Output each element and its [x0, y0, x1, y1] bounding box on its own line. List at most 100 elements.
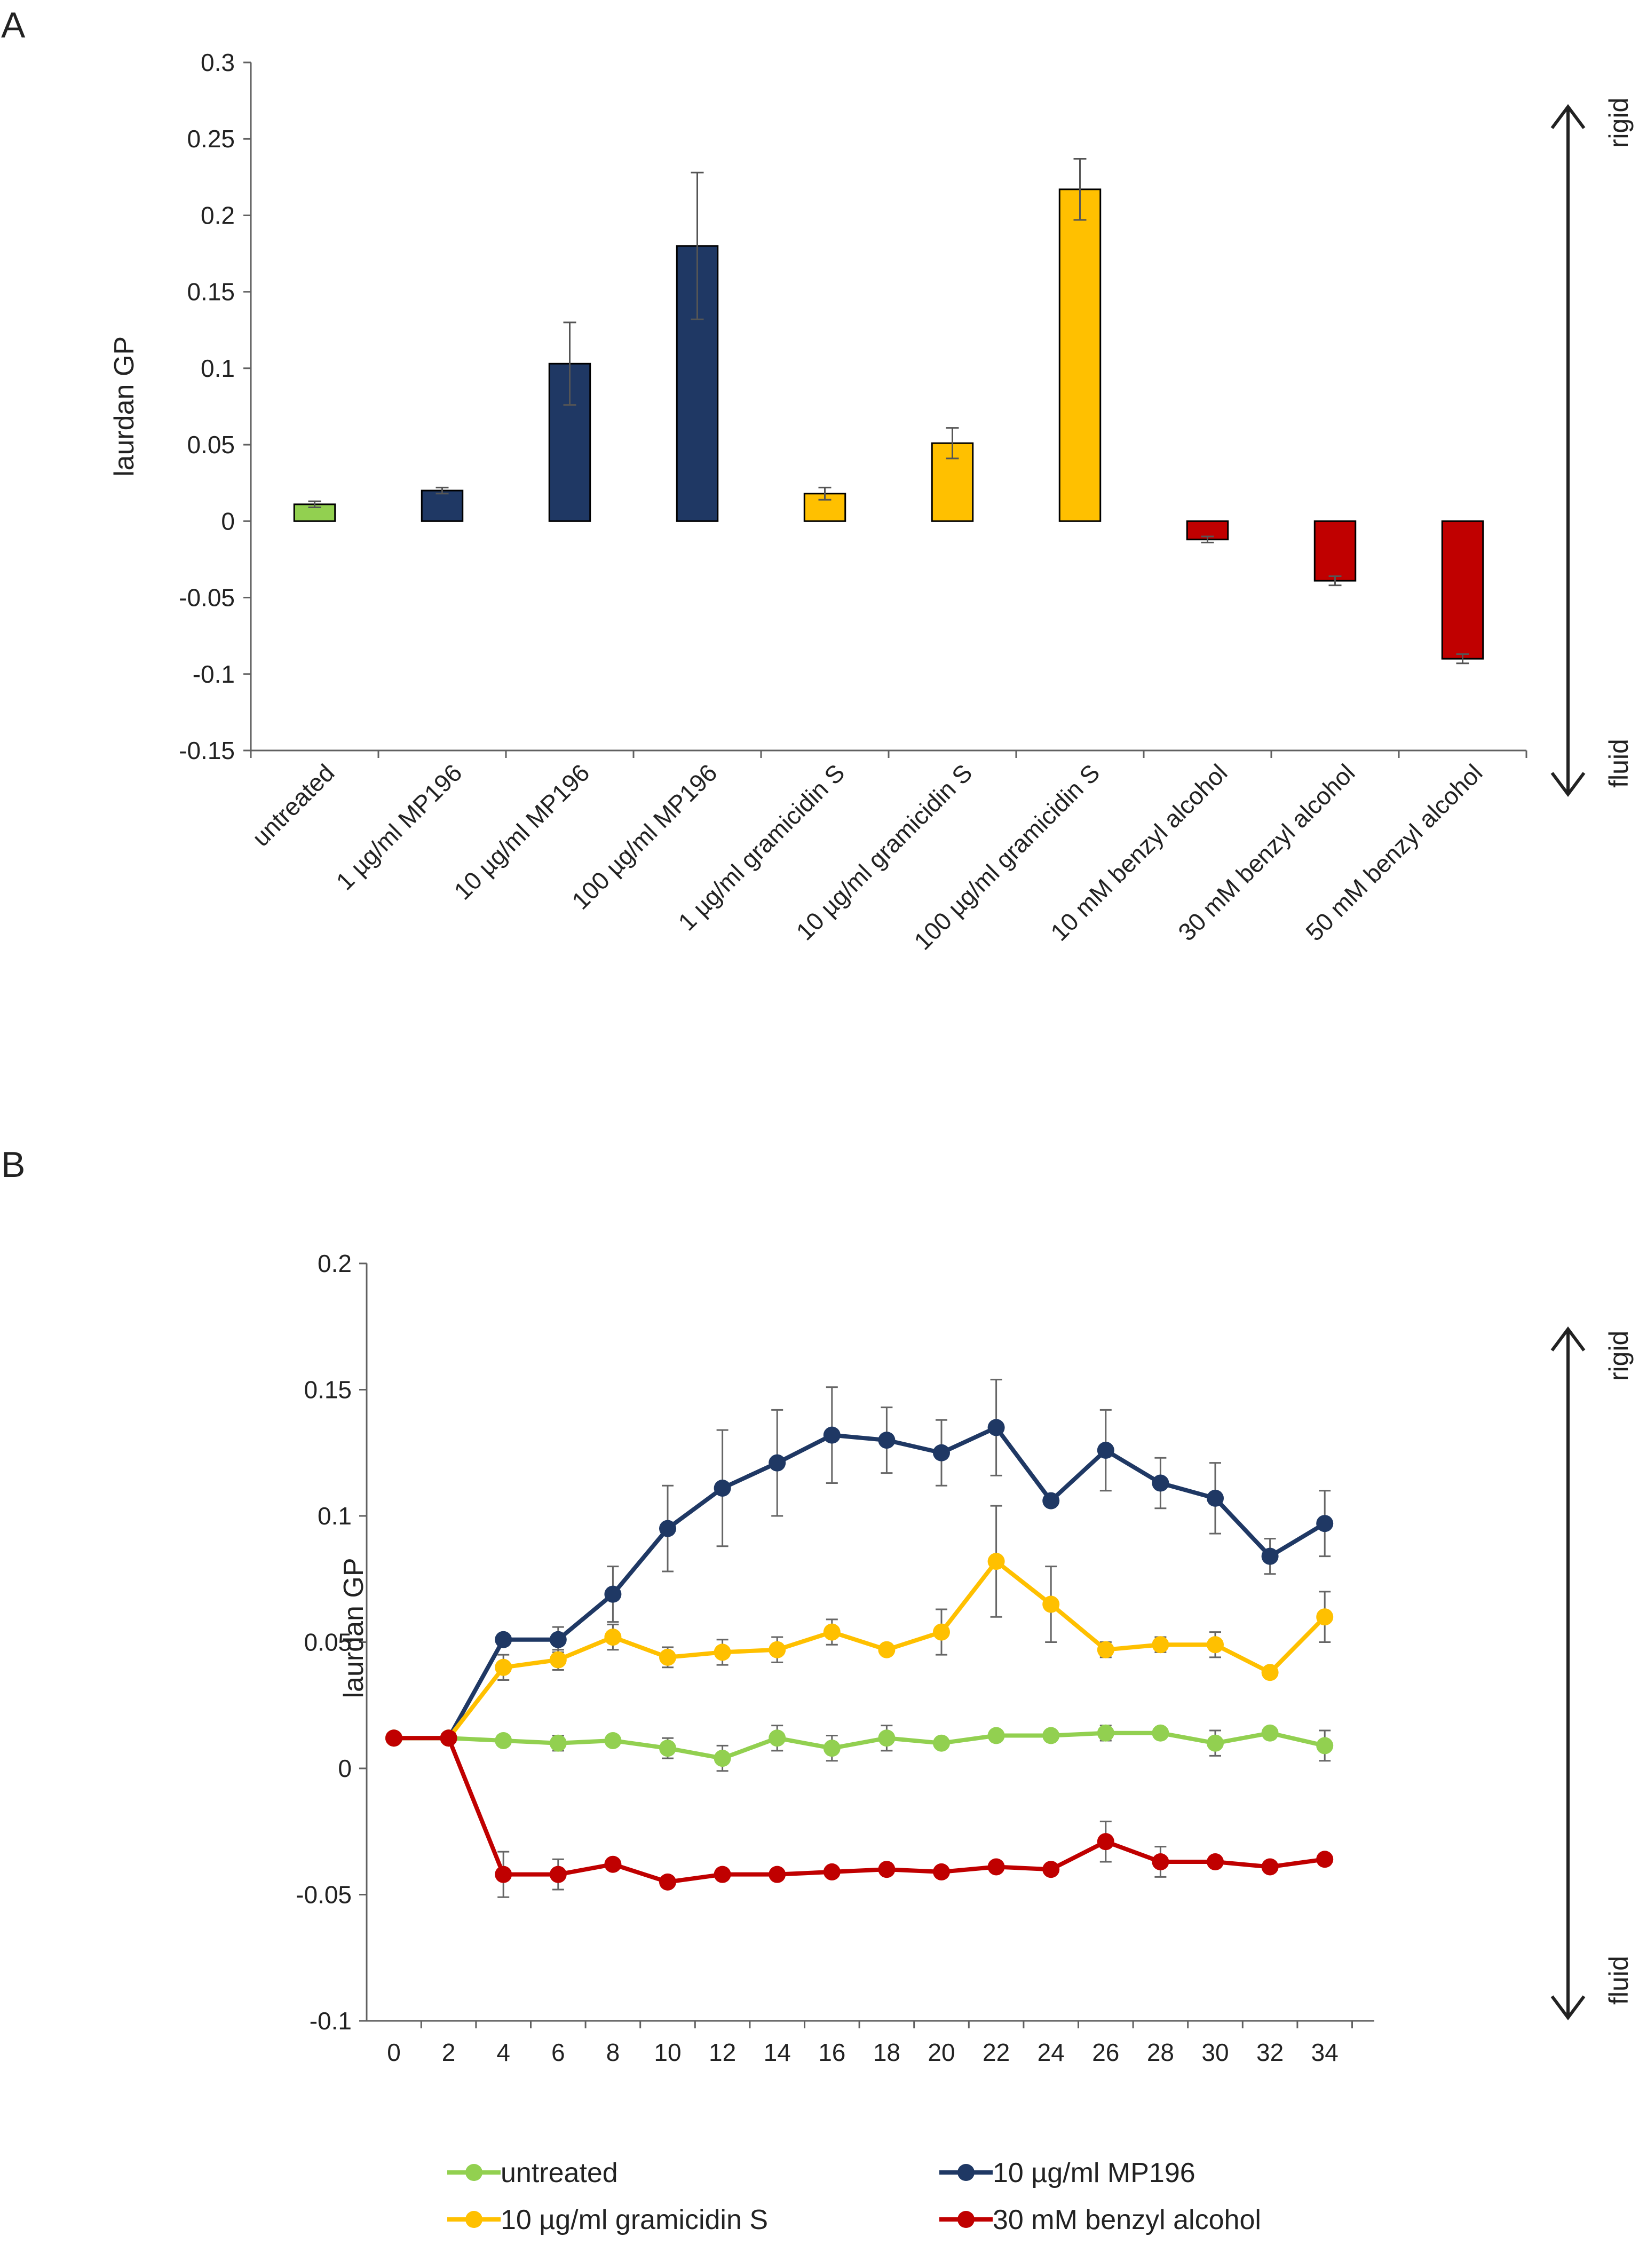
data-point [878, 1729, 896, 1747]
data-point [823, 1623, 841, 1641]
data-point [1152, 1474, 1169, 1492]
rigid-label: rigid [1604, 98, 1634, 148]
x-tick-label: 14 [764, 2038, 791, 2066]
legend-marker [957, 2211, 975, 2228]
y-axis-label-b: laurdan GP [338, 1558, 369, 1698]
data-point [987, 1419, 1005, 1436]
arrow-head-down [1550, 1995, 1586, 2020]
x-axis-b: 0 2 4 6 8 10 12 14 16 18 20 22 24 26 28 30 32 34 [387, 2038, 1339, 2066]
data-point [1207, 1636, 1224, 1654]
data-point [769, 1729, 786, 1747]
legend-b: untreated 10 µg/ml MP196 10 µg/ml gramicid… [447, 2158, 1261, 2235]
legend-item-1: 10 µg/ml gramicidin S [447, 2204, 768, 2235]
data-point [1042, 1492, 1060, 1510]
data-point [1261, 1664, 1279, 1681]
x-tick-label: 24 [1038, 2038, 1065, 2066]
series-b [385, 1379, 1334, 1898]
data-point [495, 1866, 512, 1883]
y-tick-label: -0.15 [179, 737, 235, 764]
y-tick-label: -0.05 [179, 584, 235, 612]
series-line [394, 1730, 1326, 1761]
data-point [1042, 1861, 1060, 1878]
x-tick-label: 16 [818, 2038, 845, 2066]
category-label-0: untreated [247, 758, 339, 851]
y-tick-label: 0.25 [187, 125, 235, 153]
data-point [714, 1479, 731, 1497]
arrow-head-down [1550, 772, 1586, 797]
panel-label-b: B [1, 1144, 25, 1185]
series-3 [385, 1729, 1334, 1898]
y-tick-label: -0.05 [296, 1881, 352, 1909]
data-point [385, 1729, 402, 1747]
bar-8 [1313, 520, 1357, 582]
legend-label: 30 mM benzyl alcohol [993, 2204, 1261, 2235]
data-point [933, 1623, 950, 1641]
data-point [1261, 1858, 1279, 1876]
data-point [987, 1858, 1005, 1876]
data-point [878, 1861, 896, 1878]
data-point [878, 1432, 896, 1449]
data-point [659, 1520, 676, 1537]
data-point [604, 1732, 622, 1749]
axes-a [243, 61, 1527, 758]
y-tick-label: -0.1 [193, 660, 235, 688]
data-point [1152, 1636, 1169, 1654]
data-point [878, 1641, 896, 1658]
y-tick-label: 0.05 [304, 1629, 352, 1656]
data-point [714, 1643, 731, 1661]
x-tick-label: 22 [983, 2038, 1010, 2066]
rigid-fluid-arrow-b: rigid fluid [1550, 1326, 1634, 2020]
bars-a [293, 188, 1484, 660]
data-point [823, 1426, 841, 1444]
y-tick-label: 0.3 [201, 49, 235, 76]
category-label-1: 1 µg/ml MP196 [330, 758, 467, 895]
data-point [1207, 1853, 1224, 1871]
x-tick-label: 30 [1201, 2038, 1229, 2066]
y-tick-label: 0.2 [201, 201, 235, 229]
y-axis-label-a: laurdan GP [109, 336, 140, 477]
data-point [659, 1648, 676, 1666]
data-point [659, 1873, 676, 1891]
x-tick-label: 10 [654, 2038, 681, 2066]
data-point [1042, 1595, 1060, 1613]
category-label-2: 10 µg/ml MP196 [448, 758, 595, 905]
legend-label: 10 µg/ml gramicidin S [501, 2204, 768, 2235]
error-bars-a [308, 157, 1469, 665]
data-point [769, 1641, 786, 1658]
data-point [659, 1740, 676, 1757]
data-point [495, 1658, 512, 1676]
y-axis-b: 0.2 0.15 0.1 0.05 0 -0.05 -0.1 [296, 1250, 352, 2035]
data-point [604, 1855, 622, 1873]
x-tick-label: 34 [1311, 2038, 1339, 2066]
series-line [394, 1425, 1326, 1741]
x-tick-label: 8 [606, 2038, 620, 2066]
panel-label-a: A [1, 5, 26, 45]
data-point [1316, 1737, 1334, 1755]
y-tick-label: 0.1 [201, 354, 235, 382]
bar-5 [931, 442, 974, 522]
data-point [1097, 1442, 1114, 1459]
data-point [495, 1631, 512, 1648]
legend-item-3: 30 mM benzyl alcohol [939, 2204, 1261, 2235]
data-point [933, 1734, 950, 1752]
data-point [440, 1729, 457, 1747]
y-axis-a: 0.3 0.25 0.2 0.15 0.1 0.05 0 -0.05 -0.1 -0.15 [179, 49, 235, 764]
data-point [714, 1866, 731, 1883]
x-tick-label: 32 [1256, 2038, 1284, 2066]
data-point [1316, 1608, 1334, 1626]
bar-9 [1441, 520, 1484, 660]
data-point [1097, 1641, 1114, 1658]
data-point [769, 1454, 786, 1472]
line-chart-panel-b: 0.20.150.10.050-0.05-0.1 0 2 4 6 8 10 12 14 16 18… [296, 1250, 1634, 2235]
fluid-label: fluid [1604, 739, 1634, 788]
data-point [604, 1585, 622, 1603]
arrow-head-up [1550, 1326, 1586, 1352]
data-point [769, 1866, 786, 1883]
y-tick-label: 0.15 [187, 278, 235, 306]
data-point [987, 1553, 1005, 1570]
bar-4 [803, 493, 846, 522]
data-point [549, 1866, 567, 1883]
data-point [549, 1631, 567, 1648]
y-tick-label: 0.1 [318, 1502, 352, 1530]
